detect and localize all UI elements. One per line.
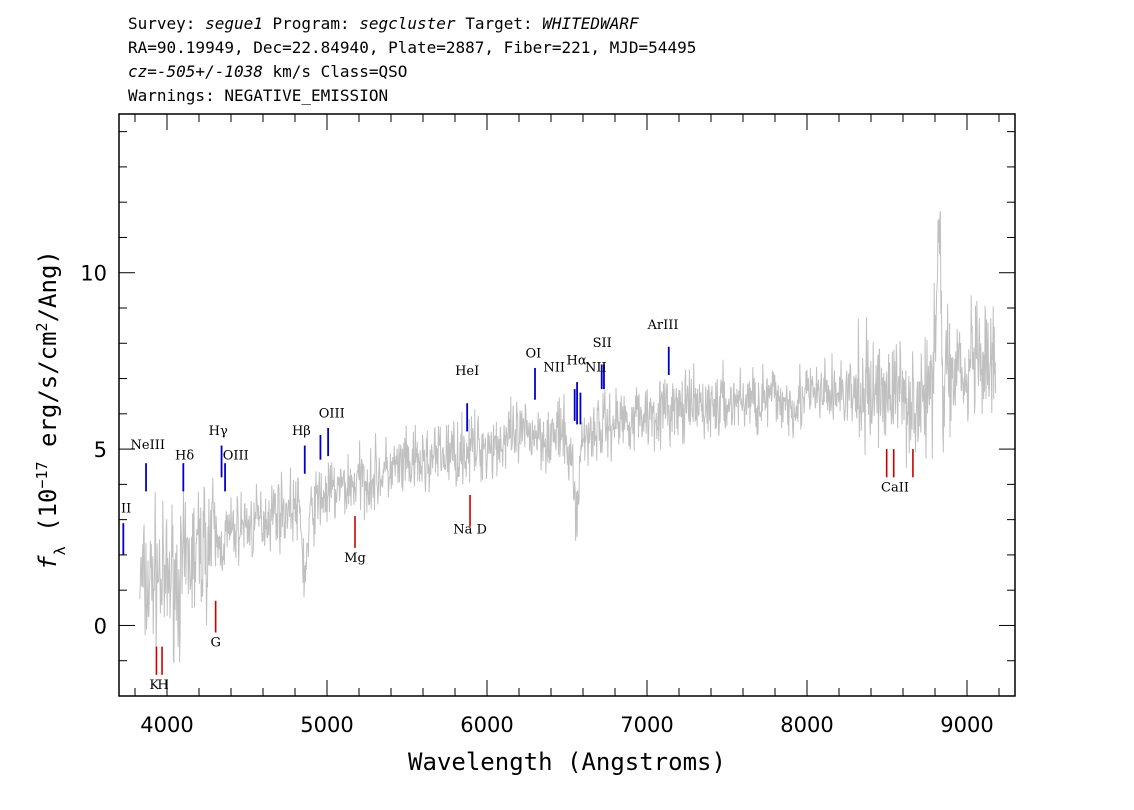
- x-tick-label: 5000: [300, 713, 353, 737]
- absorption-line-label: Mg: [344, 551, 366, 566]
- survey-value: segue1: [205, 14, 263, 33]
- emission-line-label: Hα: [567, 353, 587, 368]
- x-tick-label: 6000: [460, 713, 513, 737]
- x-axis-label: Wavelength (Angstroms): [408, 748, 726, 776]
- y-tick-label: 0: [94, 614, 107, 638]
- emission-line-label: ArIII: [646, 318, 678, 333]
- target-label: Target:: [465, 14, 533, 33]
- header-warnings: Warnings: NEGATIVE_EMISSION: [128, 86, 389, 105]
- x-tick-label: 9000: [940, 713, 993, 737]
- header-line-3: cz=-505+/-1038 km/s Class=QSO: [128, 62, 407, 82]
- emission-line-label: NII: [585, 360, 607, 375]
- emission-line-label: OIII: [319, 406, 345, 421]
- absorption-line-label: Na D: [453, 523, 487, 538]
- emission-line-label: Hδ: [175, 449, 194, 464]
- y-axis-label: fλ (10−17 erg/s/cm2/Ang): [33, 250, 69, 570]
- absorption-line-label: CaII: [881, 480, 909, 495]
- emission-line-label: Hγ: [209, 424, 228, 439]
- class-value: km/s Class=QSO: [272, 62, 408, 81]
- absorption-line-label: G: [210, 636, 220, 651]
- y-tick-label: 10: [80, 262, 107, 286]
- survey-label: Survey:: [128, 14, 196, 33]
- header-line-2: RA=90.19949, Dec=22.84940, Plate=2887, F…: [128, 38, 697, 57]
- redshift-value: cz=-505+/-1038: [128, 62, 263, 81]
- header-line-1: Survey: segue1 Program: segcluster Targe…: [128, 14, 639, 34]
- emission-line-label: NeIII: [131, 438, 165, 453]
- absorption-line-label: H: [157, 678, 168, 693]
- emission-line-label: SII: [593, 336, 612, 351]
- emission-line-label: Hβ: [292, 424, 311, 439]
- emission-line-label: OIII: [223, 449, 249, 464]
- program-label: Program:: [272, 14, 350, 33]
- x-tick-label: 4000: [140, 713, 193, 737]
- noise-band: [139, 211, 997, 664]
- program-value: segcluster: [359, 14, 456, 33]
- absorption-line-label: K: [149, 678, 159, 693]
- x-tick-label: 8000: [780, 713, 833, 737]
- emission-line-label: HeI: [455, 364, 479, 379]
- noise-series: [139, 211, 997, 664]
- target-value: WHITEDWARF: [542, 14, 639, 33]
- axis-ticks: 4000 5000 6000 7000 8000 9000 0 5 10: [80, 114, 1015, 737]
- emission-line-label: OI: [526, 346, 542, 361]
- emission-line-label: II: [121, 502, 131, 517]
- x-tick-label: 7000: [620, 713, 673, 737]
- emission-line-label: NII: [543, 360, 565, 375]
- plot-frame: [118, 113, 1016, 697]
- y-tick-label: 5: [94, 438, 107, 462]
